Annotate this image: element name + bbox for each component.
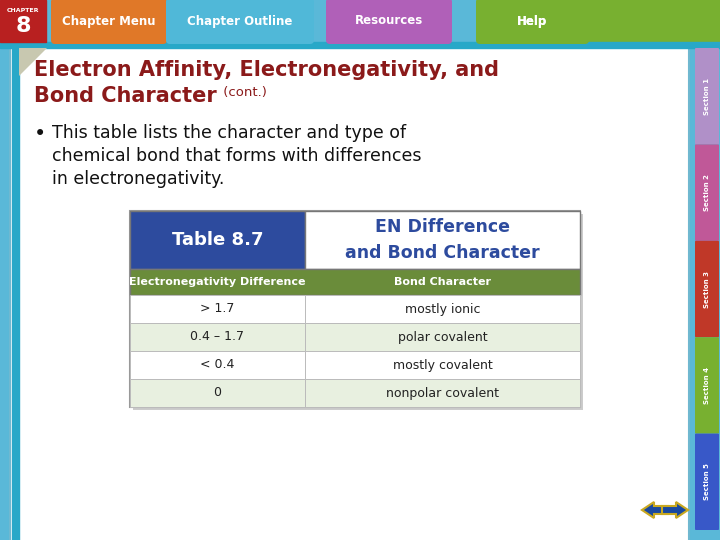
Text: polar covalent: polar covalent — [397, 330, 487, 343]
Bar — [133, 214, 583, 410]
Text: Section 1: Section 1 — [704, 78, 710, 114]
FancyBboxPatch shape — [476, 0, 589, 44]
Text: (cont.): (cont.) — [219, 86, 267, 99]
FancyBboxPatch shape — [51, 0, 167, 44]
FancyBboxPatch shape — [695, 48, 719, 144]
Text: Section 4: Section 4 — [704, 367, 710, 404]
Bar — [0, 0, 720, 42]
Text: nonpolar covalent: nonpolar covalent — [386, 387, 499, 400]
Text: Bond Character: Bond Character — [394, 277, 491, 287]
FancyBboxPatch shape — [326, 0, 452, 44]
Text: •: • — [34, 124, 46, 144]
Bar — [305, 295, 580, 323]
Text: Bond Character: Bond Character — [34, 86, 217, 106]
Text: chemical bond that forms with differences: chemical bond that forms with difference… — [52, 147, 421, 165]
Text: Resources: Resources — [355, 15, 423, 28]
Bar — [130, 269, 580, 295]
Text: Section 3: Section 3 — [704, 271, 710, 307]
Bar — [480, 0, 720, 42]
FancyBboxPatch shape — [695, 337, 719, 434]
Text: 0.4 – 1.7: 0.4 – 1.7 — [191, 330, 245, 343]
FancyBboxPatch shape — [695, 144, 719, 241]
Text: Electron Affinity, Electronegativity, and: Electron Affinity, Electronegativity, an… — [34, 60, 499, 80]
FancyBboxPatch shape — [166, 0, 314, 44]
Bar — [130, 295, 305, 323]
Bar — [130, 323, 305, 351]
Bar — [130, 379, 305, 407]
Bar — [0, 42, 720, 48]
Text: 8: 8 — [15, 16, 31, 36]
Text: mostly covalent: mostly covalent — [392, 359, 492, 372]
Bar — [305, 379, 580, 407]
Text: Section 5: Section 5 — [704, 463, 710, 500]
Bar — [130, 211, 305, 269]
Bar — [130, 211, 580, 407]
Text: > 1.7: > 1.7 — [200, 302, 235, 315]
Text: This table lists the character and type of: This table lists the character and type … — [52, 124, 406, 142]
Bar — [305, 351, 580, 379]
Text: Help: Help — [518, 15, 548, 28]
Text: Electronegativity Difference: Electronegativity Difference — [130, 277, 306, 287]
Bar — [130, 351, 305, 379]
FancyBboxPatch shape — [695, 434, 719, 530]
Text: 0: 0 — [214, 387, 222, 400]
Text: mostly ionic: mostly ionic — [405, 302, 480, 315]
Text: Section 2: Section 2 — [704, 174, 710, 211]
Text: Help: Help — [518, 15, 548, 28]
Polygon shape — [662, 502, 688, 518]
Text: CHAPTER: CHAPTER — [6, 8, 40, 13]
Text: EN Difference
and Bond Character: EN Difference and Bond Character — [345, 219, 540, 261]
Text: < 0.4: < 0.4 — [200, 359, 235, 372]
Text: Chapter Menu: Chapter Menu — [62, 15, 156, 28]
Text: Table 8.7: Table 8.7 — [172, 231, 264, 249]
Text: in electronegativity.: in electronegativity. — [52, 170, 225, 188]
Bar — [305, 211, 580, 269]
Polygon shape — [19, 48, 47, 76]
Bar — [0, 0, 46, 42]
Polygon shape — [642, 502, 668, 518]
Bar — [305, 323, 580, 351]
Bar — [12, 48, 19, 540]
FancyBboxPatch shape — [695, 241, 719, 337]
FancyBboxPatch shape — [10, 46, 689, 540]
Text: Chapter Outline: Chapter Outline — [187, 15, 293, 28]
